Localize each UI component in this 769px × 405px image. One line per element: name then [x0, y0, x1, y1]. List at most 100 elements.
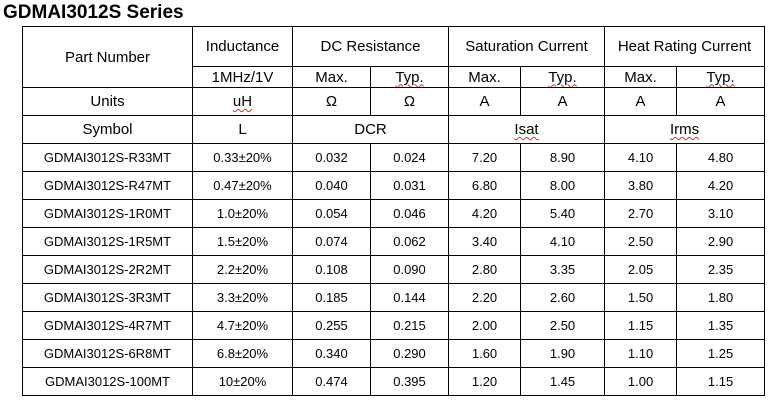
cell-isat-max: 1.60 [448, 339, 522, 368]
irms-typ-text: Typ. [706, 68, 735, 86]
cell-irms-max: 1.00 [604, 367, 678, 396]
header-inductance-condition: 1MHz/1V [192, 66, 293, 88]
cell-part-number: GDMAI3012S-R33MT [22, 143, 193, 172]
unit-irms-max: A [604, 87, 678, 116]
cell-inductance: 4.7±20% [192, 311, 293, 340]
cell-irms-max: 2.05 [604, 255, 678, 284]
cell-inductance: 1.0±20% [192, 199, 293, 228]
cell-irms-max: 1.10 [604, 339, 678, 368]
cell-dcr-typ: 0.090 [369, 255, 450, 284]
symbol-dcr: DCR [291, 115, 450, 144]
header-heat-rating-current: Heat Rating Current [604, 26, 766, 67]
cell-isat-typ: 2.60 [520, 283, 606, 312]
table-row: GDMAI3012S-4R7MT 4.7±20% 0.255 0.215 2.00 2.5… [22, 311, 766, 340]
header-irms-max: Max. [604, 66, 678, 88]
dcr-typ-text: Typ. [395, 68, 424, 86]
unit-isat-typ: A [520, 87, 606, 116]
cell-irms-typ: 3.10 [676, 199, 766, 228]
header-dc-resistance: DC Resistance [291, 26, 450, 67]
table-row: GDMAI3012S-6R8MT 6.8±20% 0.340 0.290 1.60 1.9… [22, 339, 766, 368]
cell-part-number: GDMAI3012S-1R5MT [22, 227, 193, 256]
cell-irms-typ: 2.35 [676, 255, 766, 284]
symbol-inductance: L [192, 115, 293, 144]
header-isat-max: Max. [448, 66, 522, 88]
cell-irms-max: 3.80 [604, 171, 678, 200]
cell-part-number: GDMAI3012S-1R0MT [22, 199, 193, 228]
header-part-number: Part Number [22, 26, 193, 88]
cell-part-number: GDMAI3012S-2R2MT [22, 255, 193, 284]
series-title: GDMAI3012S Series [3, 2, 184, 23]
table-row: GDMAI3012S-1R5MT 1.5±20% 0.074 0.062 3.40 4.1… [22, 227, 766, 256]
header-inductance: Inductance [192, 26, 293, 67]
header-saturation-current: Saturation Current [448, 26, 606, 67]
cell-dcr-typ: 0.031 [369, 171, 450, 200]
cell-dcr-max: 0.032 [292, 143, 371, 172]
table-row: GDMAI3012S-R33MT 0.33±20% 0.032 0.024 7.20 8.… [22, 143, 766, 172]
cell-isat-max: 3.40 [448, 227, 522, 256]
cell-isat-typ: 4.10 [520, 227, 606, 256]
cell-irms-max: 2.50 [604, 227, 678, 256]
cell-isat-typ: 1.90 [520, 339, 606, 368]
unit-dcr-max: Ω [292, 87, 371, 116]
cell-irms-typ: 1.15 [676, 367, 766, 396]
cell-dcr-typ: 0.215 [369, 311, 450, 340]
cell-inductance: 1.5±20% [192, 227, 293, 256]
cell-inductance: 0.33±20% [192, 143, 293, 172]
cell-isat-typ: 2.50 [520, 311, 606, 340]
cell-isat-max: 4.20 [448, 199, 522, 228]
cell-dcr-max: 0.108 [292, 255, 371, 284]
cell-irms-typ: 4.20 [676, 171, 766, 200]
cell-part-number: GDMAI3012S-3R3MT [22, 283, 193, 312]
cell-isat-max: 2.00 [448, 311, 522, 340]
header-dcr-typ: Typ. [369, 66, 450, 88]
cell-inductance: 6.8±20% [192, 339, 293, 368]
cell-irms-typ: 1.35 [676, 311, 766, 340]
cell-dcr-typ: 0.024 [369, 143, 450, 172]
cell-dcr-typ: 0.395 [369, 367, 450, 396]
cell-isat-typ: 3.35 [520, 255, 606, 284]
cell-dcr-max: 0.040 [292, 171, 371, 200]
unit-inductance: uH [192, 87, 293, 116]
header-dcr-max: Max. [292, 66, 371, 88]
cell-dcr-typ: 0.046 [369, 199, 450, 228]
cell-isat-max: 7.20 [448, 143, 522, 172]
cell-irms-typ: 2.90 [676, 227, 766, 256]
cell-dcr-typ: 0.062 [369, 227, 450, 256]
cell-isat-typ: 8.90 [520, 143, 606, 172]
cell-irms-typ: 1.25 [676, 339, 766, 368]
table-row: GDMAI3012S-100MT 10±20% 0.474 0.395 1.20 1.45… [22, 367, 766, 396]
symbol-irms-text: Irms [669, 121, 700, 138]
symbol-isat: Isat [448, 115, 606, 144]
unit-isat-max: A [448, 87, 522, 116]
cell-isat-typ: 5.40 [520, 199, 606, 228]
cell-dcr-max: 0.255 [292, 311, 371, 340]
symbol-irms: Irms [604, 115, 766, 144]
header-irms-typ: Typ. [676, 66, 766, 88]
cell-irms-typ: 1.80 [676, 283, 766, 312]
cell-isat-typ: 1.45 [520, 367, 606, 396]
table-row: GDMAI3012S-2R2MT 2.2±20% 0.108 0.090 2.80 3.3… [22, 255, 766, 284]
cell-irms-max: 2.70 [604, 199, 678, 228]
table-row: GDMAI3012S-1R0MT 1.0±20% 0.054 0.046 4.20 5.4… [22, 199, 766, 228]
cell-part-number: GDMAI3012S-4R7MT [22, 311, 193, 340]
cell-isat-max: 6.80 [448, 171, 522, 200]
cell-dcr-max: 0.340 [292, 339, 371, 368]
cell-dcr-max: 0.185 [292, 283, 371, 312]
cell-part-number: GDMAI3012S-R47MT [22, 171, 193, 200]
cell-inductance: 0.47±20% [192, 171, 293, 200]
cell-inductance: 2.2±20% [192, 255, 293, 284]
cell-isat-max: 2.80 [448, 255, 522, 284]
cell-dcr-typ: 0.290 [369, 339, 450, 368]
cell-inductance: 3.3±20% [192, 283, 293, 312]
units-label: Units [22, 87, 193, 116]
table-row: GDMAI3012S-3R3MT 3.3±20% 0.185 0.144 2.20 2.6… [22, 283, 766, 312]
cell-irms-typ: 4.80 [676, 143, 766, 172]
cell-dcr-max: 0.074 [292, 227, 371, 256]
unit-dcr-typ: Ω [369, 87, 450, 116]
cell-dcr-max: 0.054 [292, 199, 371, 228]
symbol-isat-text: Isat [514, 121, 539, 138]
cell-dcr-typ: 0.144 [369, 283, 450, 312]
unit-irms-typ: A [676, 87, 766, 116]
cell-isat-max: 1.20 [448, 367, 522, 396]
cell-part-number: GDMAI3012S-100MT [22, 367, 193, 396]
